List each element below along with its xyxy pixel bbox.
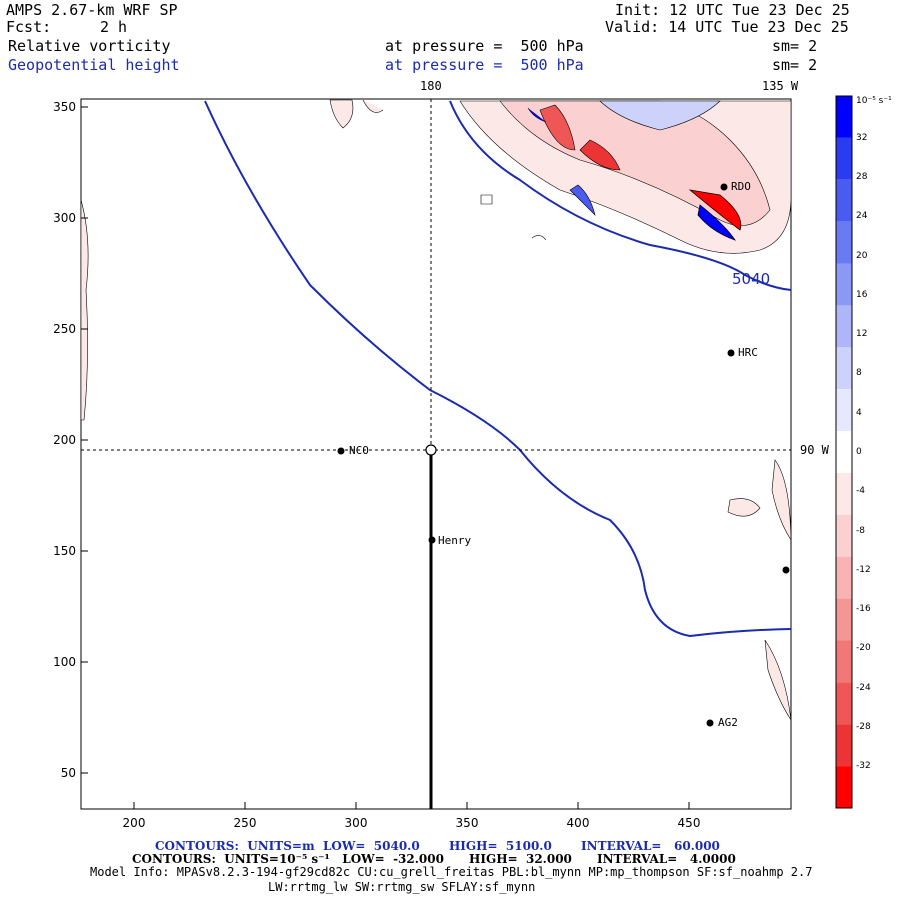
colorbar-tick-label: -32 [856,761,871,772]
colorbar-swatch [836,598,852,641]
height-contour-5040-ne [449,100,792,291]
footer-contours-vorticity: CONTOURS: UNITS=10⁻⁵ s⁻¹ LOW= -32.000 HI… [132,852,736,866]
colorbar [836,96,852,808]
valid-time: Valid: 14 UTC Tue 23 Dec 25 [605,18,849,36]
colorbar-tick-label: -24 [856,682,871,693]
init-time: Init: 12 UTC Tue 23 Dec 25 [615,1,850,19]
meridian-180-label: 180 [420,79,442,93]
colorbar-swatch [836,263,852,306]
field2-name: Geopotential height [8,56,180,74]
field1-smoothing: sm= 2 [772,37,818,55]
forecast-hour: 2 h [100,18,128,36]
colorbar-tick-label: 16 [856,289,868,300]
station-henry-label: Henry [438,534,472,547]
field2-pressure: at pressure = 500 hPa [385,56,584,74]
axis-ticks [81,106,690,809]
colorbar-tick-label: -20 [856,643,871,654]
station-nco-dot [337,447,345,455]
colorbar-swatch [836,640,852,683]
meridian-135w-label: 135 W [762,79,799,93]
colorbar-tick-label: 32 [856,132,868,143]
y-tick-label: 100 [53,655,76,669]
colorbar-swatch [836,96,852,138]
colorbar-frame [835,95,853,809]
contour-label-5040: 5040 [732,270,771,288]
footer-model-info: Model Info: MPASv8.2.3-194-gf29cd82c CU:… [90,865,813,879]
x-tick-label: 250 [233,816,257,830]
x-tick-label: 400 [566,816,590,830]
colorbar-swatch [836,472,852,515]
field1-name: Relative vorticity [8,37,171,55]
y-tick-label: 350 [53,100,76,114]
y-tick-label: 300 [53,211,76,225]
colorbar-swatch [836,514,852,557]
colorbar-swatch [836,137,852,180]
colorbar-swatch [836,431,852,473]
colorbar-tick-label: 4 [856,407,862,418]
footer-contours-height: CONTOURS: UNITS=m LOW= 5040.0 HIGH= 5100… [155,839,720,853]
colorbar-tick-label: -16 [856,604,871,615]
colorbar-swatch [836,347,852,390]
height-contour-5040 [204,100,792,638]
colorbar-tick-label: 24 [856,211,868,222]
x-tick-label: 450 [677,816,701,830]
field2-smoothing: sm= 2 [772,56,818,74]
colorbar-swatch [836,766,852,808]
colorbar-tick-label: -4 [856,486,865,497]
colorbar-tick-label: -12 [856,564,871,575]
model-title: AMPS 2.67-km WRF SP [6,1,178,19]
x-tick-label: 300 [344,816,368,830]
colorbar-swatch [836,305,852,348]
colorbar-tick-label: 12 [856,329,868,340]
y-tick-label: 150 [53,544,76,558]
colorbar-tick-label: -8 [856,525,865,536]
colorbar-swatch [836,179,852,222]
colorbar-tick-label: 20 [856,250,868,261]
field1-pressure: at pressure = 500 hPa [385,37,584,55]
station-hrc-label: HRC [738,346,758,359]
x-tick-label: 350 [455,816,479,830]
footer-model-info-2: LW:rrtmg_lw SW:rrtmg_sw SFLAY:sf_mynn [268,880,536,894]
colorbar-unit: 10⁻⁵ s⁻¹ [856,96,892,106]
station-edge-dot [782,566,790,574]
y-tick-label: 250 [53,322,76,336]
station-rdo-label: RDO [731,180,751,193]
station-hrc-dot [727,349,735,357]
station-rdo-dot [720,183,728,191]
colorbar-swatch [836,556,852,599]
colorbar-tick-label: 8 [856,368,862,379]
station-henry-dot [428,536,436,544]
x-tick-label: 200 [122,816,146,830]
y-tick-label: 50 [60,766,76,780]
colorbar-swatch [836,682,852,725]
pole-marker [425,444,437,456]
y-tick-label: 200 [53,433,76,447]
colorbar-tick-label: -28 [856,721,871,732]
forecast-label: Fcst: [6,18,52,36]
colorbar-tick-label: 28 [856,172,868,183]
colorbar-swatch [836,724,852,767]
station-ag2-label: AG2 [718,716,738,729]
colorbar-swatch [836,389,852,432]
station-ag2-dot [706,719,714,727]
meridian-90w-label: 90 W [800,443,829,457]
station-nco-label: NCO [349,444,369,457]
vorticity-shading [80,99,792,721]
colorbar-tick-label: 0 [856,447,862,457]
colorbar-swatch [836,221,852,264]
